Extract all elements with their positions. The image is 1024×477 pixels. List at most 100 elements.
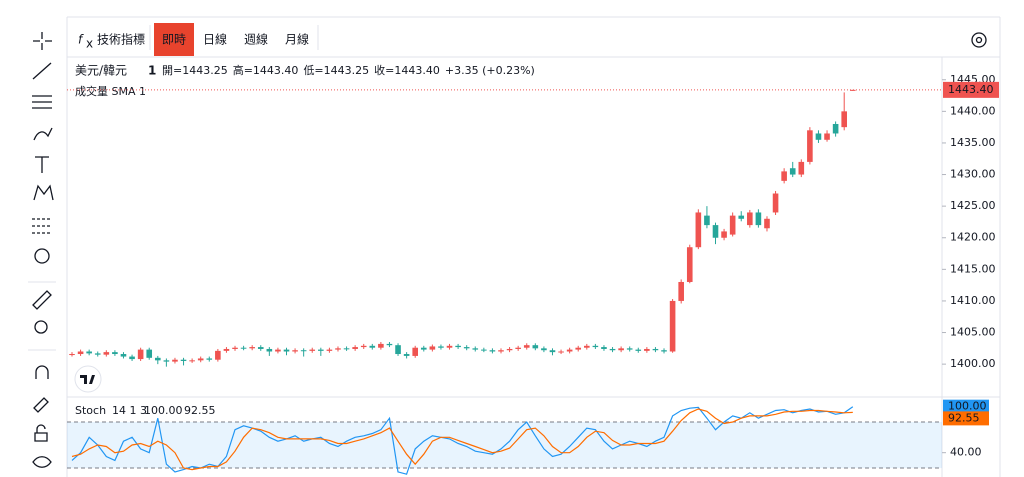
candle-body (429, 346, 436, 350)
price-tick-label: 1400.00 (950, 357, 996, 370)
timeframe-tab[interactable]: 即時 (162, 33, 186, 47)
candle-body (635, 349, 642, 351)
fib-tool[interactable] (32, 95, 52, 109)
candle-body (575, 347, 582, 350)
candle-body (275, 349, 281, 352)
candle-body (94, 353, 101, 355)
candle-body (764, 218, 770, 229)
stay-drawing-tool[interactable] (33, 397, 49, 413)
candle-body (446, 345, 453, 348)
candle-body (506, 348, 513, 351)
logo-badge (74, 365, 102, 393)
settings-icon[interactable] (971, 32, 987, 48)
candle-body (232, 347, 238, 349)
candle-body (335, 348, 341, 350)
timeframe-tab[interactable]: 月線 (285, 32, 309, 47)
candle-body (240, 347, 247, 349)
lock-tool[interactable] (34, 424, 48, 442)
candle-body (704, 215, 710, 226)
candle-body (266, 348, 273, 352)
candle-body (120, 354, 127, 357)
last-price-label: 1443.40 (948, 83, 994, 96)
candle-body (360, 345, 367, 348)
candle-body (369, 345, 376, 348)
candle-body (292, 350, 298, 352)
candle-body (849, 89, 856, 91)
timeframe-tab[interactable]: 週線 (244, 32, 268, 47)
tv-logo (74, 365, 102, 393)
candle-body (678, 281, 684, 301)
candle-body (815, 133, 822, 140)
candle-body (395, 345, 401, 355)
candle-body (189, 360, 195, 362)
candle-body (103, 352, 110, 355)
candle-body (824, 133, 830, 140)
stoch-params: 14 1 3 (112, 404, 147, 417)
settings-icon[interactable] (975, 36, 983, 44)
fx-icon: f (78, 33, 84, 47)
candle-body (584, 345, 590, 348)
pattern-tool[interactable] (33, 184, 54, 201)
stoch-value-label: 92.55 (948, 411, 980, 424)
stoch-tick-label: 40.00 (950, 446, 982, 459)
fx-icon: x (86, 37, 93, 51)
hide-tool[interactable] (32, 456, 52, 468)
candle-body (455, 345, 461, 348)
candle-body (686, 247, 693, 282)
icon-tool[interactable] (34, 248, 50, 264)
candle-body (77, 351, 84, 355)
candle-body (669, 300, 676, 352)
candle-body (172, 359, 178, 362)
candle-body (781, 171, 787, 181)
candle-body (541, 348, 547, 351)
prediction-tool[interactable] (32, 218, 52, 234)
zoom-tool[interactable] (34, 320, 48, 334)
candle-body (146, 349, 153, 358)
candle-body (729, 215, 736, 235)
candle-body (721, 231, 727, 238)
ruler-tool[interactable] (32, 290, 52, 310)
candle-body (69, 354, 75, 356)
price-tick-label: 1435.00 (950, 136, 996, 149)
indicator-button[interactable]: 技術指標 (97, 32, 145, 47)
candle-body (798, 161, 805, 175)
stoch-title: Stoch (75, 404, 106, 417)
candle-body (86, 351, 92, 354)
candle-body (807, 130, 813, 162)
ohlc-stat: +3.35 (+0.23%) (445, 64, 535, 77)
candle-body (137, 349, 144, 360)
candle-body (318, 349, 324, 351)
candle-body (326, 349, 333, 351)
candle-body (481, 349, 487, 351)
candle-body (112, 352, 118, 355)
timeframe-tab[interactable]: 日線 (203, 32, 227, 47)
candle-body (661, 350, 667, 352)
candle-body (386, 343, 393, 346)
magnet-tool[interactable] (35, 365, 49, 379)
candle-body (197, 358, 204, 361)
candle-body (420, 347, 427, 350)
candle-body (755, 212, 762, 226)
text-tool[interactable] (35, 156, 49, 173)
candle-body (841, 111, 847, 128)
candle-body (300, 350, 307, 352)
candle-body (601, 347, 607, 349)
candle-body (566, 349, 573, 352)
stoch-d-value: 92.55 (184, 404, 216, 417)
crosshair-tool[interactable] (33, 32, 52, 50)
ohlc-stat: 低=1443.25 (303, 64, 369, 77)
candle-body (738, 215, 745, 219)
drawing-toolbar (28, 32, 56, 468)
price-tick-label: 1425.00 (950, 199, 996, 212)
price-tick-label: 1410.00 (950, 294, 996, 307)
price-tick-label: 1420.00 (950, 231, 996, 244)
stoch-k-value: 100.00 (144, 404, 183, 417)
brush-tool[interactable] (33, 127, 53, 141)
ohlc-stat: 收=1443.40 (374, 63, 440, 77)
price-tick-label: 1405.00 (950, 326, 996, 339)
candle-body (180, 359, 187, 361)
candle-body (515, 347, 521, 349)
trendline-tool[interactable] (32, 62, 52, 80)
settings[interactable] (971, 32, 987, 48)
